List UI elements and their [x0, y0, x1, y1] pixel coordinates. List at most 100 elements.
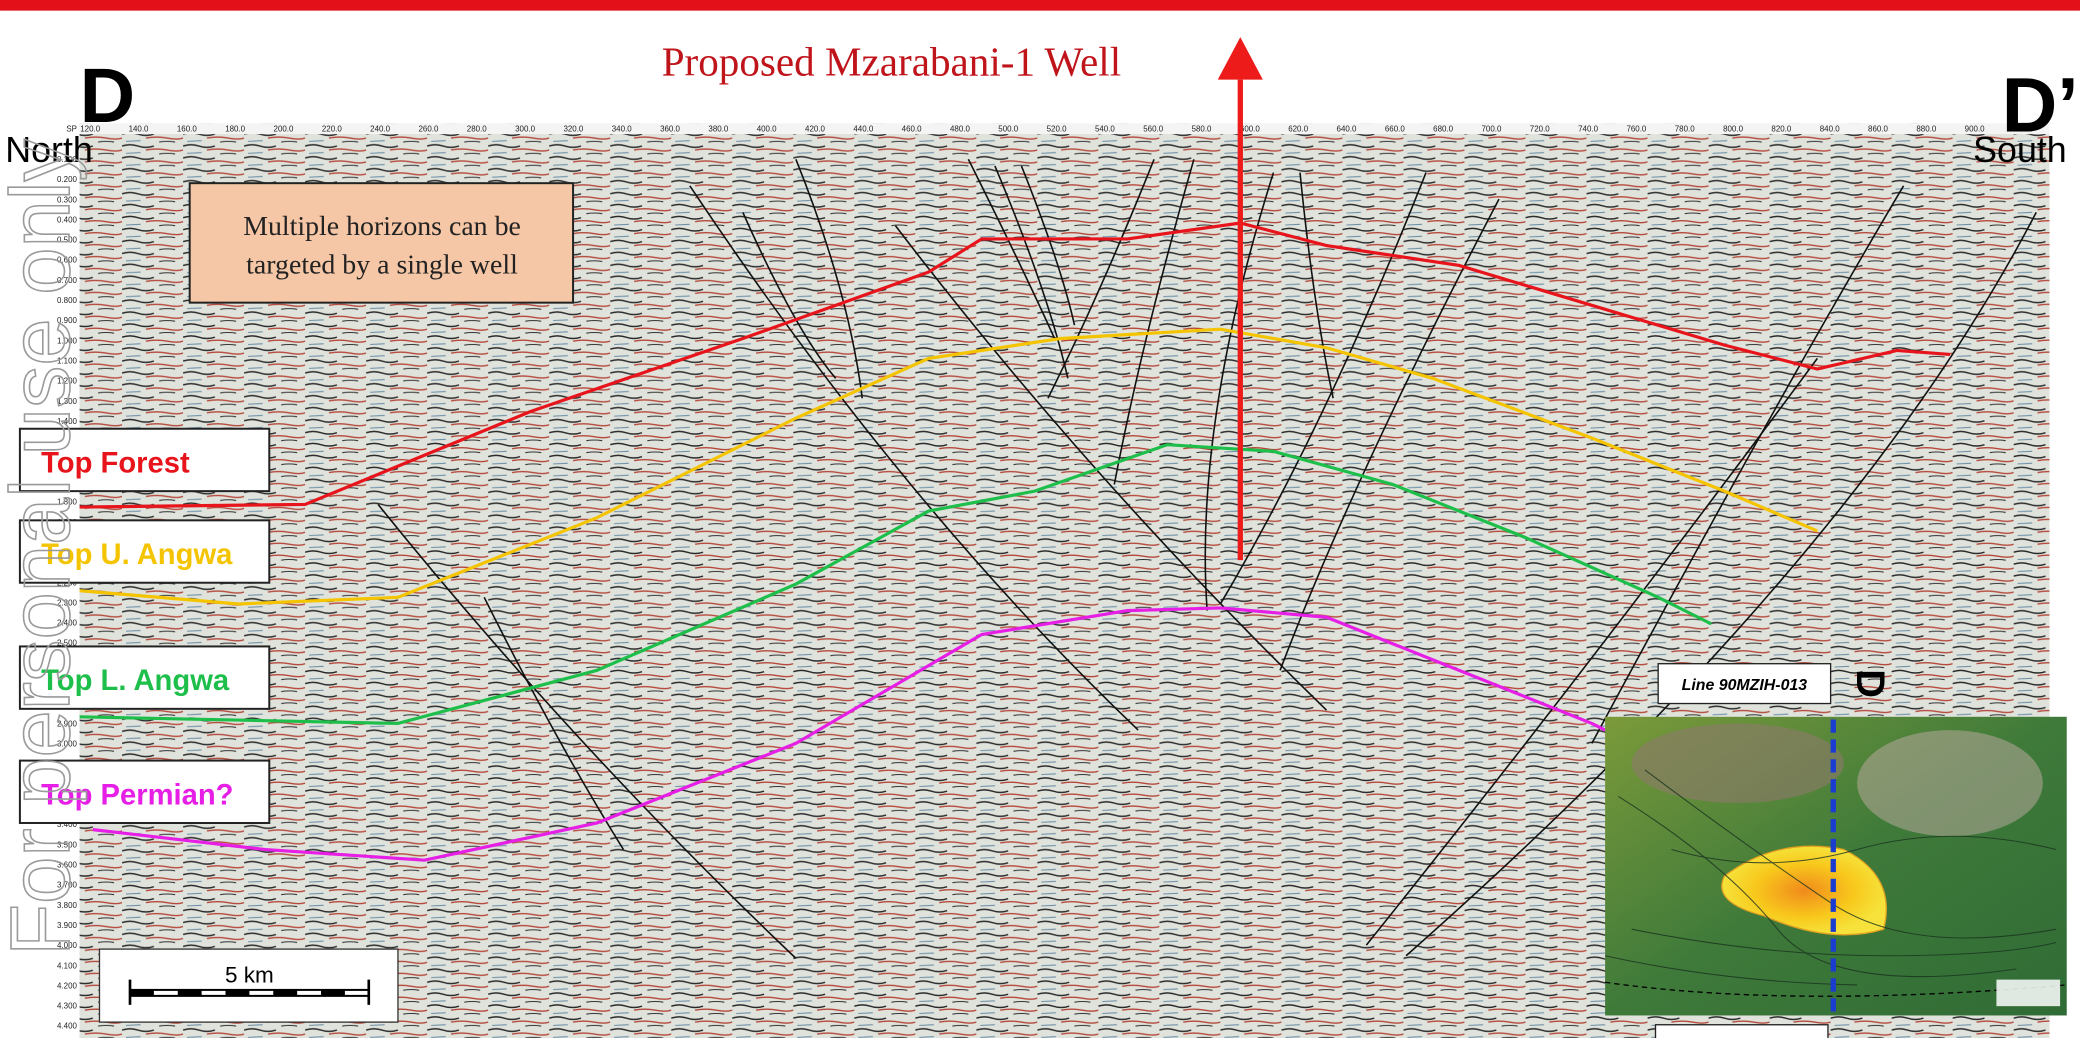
horizon-label-box — [18, 645, 271, 710]
shotpoint-label: 480.0 — [950, 124, 970, 133]
top-bar — [0, 0, 2080, 11]
scale-bar: 5 km — [98, 948, 399, 1023]
shotpoint-label: 400.0 — [757, 124, 777, 133]
horizon-line — [79, 327, 1818, 606]
shotpoint-label: 460.0 — [902, 124, 922, 133]
shotpoint-label: 260.0 — [418, 124, 438, 133]
time-label: 3.600 — [57, 860, 77, 869]
shotpoint-label: 500.0 — [998, 124, 1018, 133]
time-label: 1.000 — [57, 336, 77, 345]
scale-label: 5 km — [225, 962, 274, 987]
time-label: 2.400 — [57, 619, 77, 628]
annotation-line: targeted by a single well — [246, 249, 518, 280]
time-label: 3.400 — [57, 820, 77, 829]
shotpoint-label: 620.0 — [1288, 124, 1308, 133]
left-marker: D — [80, 53, 136, 139]
time-label: 4.000 — [57, 941, 77, 950]
horizon-label-box — [18, 519, 271, 584]
shotpoint-axis-label: SP — [66, 124, 77, 133]
shotpoint-label: 180.0 — [225, 124, 245, 133]
shotpoint-label: 120.0 — [80, 124, 100, 133]
shotpoint-label: 660.0 — [1385, 124, 1405, 133]
time-label: 0.200 — [57, 175, 77, 184]
shotpoint-label: 380.0 — [708, 124, 728, 133]
shotpoint-label: 820.0 — [1771, 124, 1791, 133]
inset-line-label: Line 90MZIH-013 — [1682, 677, 1808, 694]
shotpoint-label: 140.0 — [129, 124, 149, 133]
shotpoint-label: 220.0 — [322, 124, 342, 133]
shotpoint-label: 720.0 — [1530, 124, 1550, 133]
time-label: 4.300 — [57, 1002, 77, 1011]
time-label: 3.500 — [57, 840, 77, 849]
time-label: 0.100 — [57, 155, 77, 164]
time-label: 0.400 — [57, 215, 77, 224]
shotpoint-label: 640.0 — [1337, 124, 1357, 133]
shotpoint-label: 760.0 — [1626, 124, 1646, 133]
time-label: 0.300 — [57, 195, 77, 204]
time-label: 0.600 — [57, 256, 77, 265]
shotpoint-label: 800.0 — [1723, 124, 1743, 133]
time-label: 1.200 — [57, 377, 77, 386]
well-arrow-head — [1217, 37, 1263, 80]
horizon-label: Top Forest — [41, 448, 190, 480]
time-label: 1.800 — [57, 498, 77, 507]
time-label: 1.400 — [57, 417, 77, 426]
annotation-line: Multiple horizons can be — [243, 211, 521, 242]
horizon-line — [79, 443, 1712, 726]
time-label: 2.500 — [57, 639, 77, 648]
shotpoint-label: 780.0 — [1675, 124, 1695, 133]
inset-map: Line 90MZIH-013 D — [1604, 663, 2067, 1038]
horizon-label-box — [18, 759, 271, 824]
time-label: 0.900 — [57, 316, 77, 325]
time-label: 3.800 — [57, 901, 77, 910]
title: Proposed Mzarabani-1 Well — [662, 39, 1121, 85]
time-label: 0.800 — [57, 296, 77, 305]
time-label: 1.300 — [57, 397, 77, 406]
shotpoint-label: 240.0 — [370, 124, 390, 133]
time-label: 0.700 — [57, 276, 77, 285]
horizon-label: Top U. Angwa — [41, 539, 233, 571]
shotpoint-label: 300.0 — [515, 124, 535, 133]
axis-strip — [79, 123, 2050, 135]
horizon-line — [92, 606, 1606, 862]
annotation-box: Multiple horizons can be targeted by a s… — [188, 182, 575, 304]
shotpoint-label: 360.0 — [660, 124, 680, 133]
right-direction: South — [1973, 130, 2067, 170]
shotpoint-label: 740.0 — [1578, 124, 1598, 133]
shotpoint-label: 540.0 — [1095, 124, 1115, 133]
shotpoint-label: 320.0 — [563, 124, 583, 133]
time-label: 4.200 — [57, 981, 77, 990]
shotpoint-label: 920.0 — [2013, 124, 2033, 133]
shotpoint-label: 440.0 — [853, 124, 873, 133]
shotpoint-label: 840.0 — [1820, 124, 1840, 133]
shotpoint-label: 340.0 — [612, 124, 632, 133]
time-label: 0.500 — [57, 236, 77, 245]
time-label: 3.000 — [57, 740, 77, 749]
time-label: 2.300 — [57, 598, 77, 607]
horizon-label-box — [18, 427, 271, 493]
time-label: 3.700 — [57, 881, 77, 890]
shotpoint-label: 200.0 — [274, 124, 294, 133]
shotpoint-label: 860.0 — [1868, 124, 1888, 133]
shotpoint-label: 600.0 — [1240, 124, 1260, 133]
horizon-label: Top L. Angwa — [41, 665, 230, 697]
shotpoint-label: 280.0 — [467, 124, 487, 133]
left-direction: North — [5, 130, 93, 170]
shotpoint-label: 420.0 — [805, 124, 825, 133]
time-label: 2.900 — [57, 719, 77, 728]
shotpoint-label: 680.0 — [1433, 124, 1453, 133]
time-label: 1.100 — [57, 357, 77, 366]
time-label: 4.400 — [57, 1022, 77, 1031]
shotpoint-label: 160.0 — [177, 124, 197, 133]
right-marker: D’ — [2002, 62, 2079, 148]
shotpoint-label: 580.0 — [1192, 124, 1212, 133]
shotpoint-label: 880.0 — [1916, 124, 1936, 133]
shotpoint-label: 520.0 — [1047, 124, 1067, 133]
inset-marker: D — [1848, 669, 1892, 698]
time-label: 4.100 — [57, 961, 77, 970]
horizon-label: Top Permian? — [41, 779, 233, 811]
time-label: 3.900 — [57, 921, 77, 930]
watermark: For personal use only — [0, 138, 87, 955]
shotpoint-label: 900.0 — [1965, 124, 1985, 133]
